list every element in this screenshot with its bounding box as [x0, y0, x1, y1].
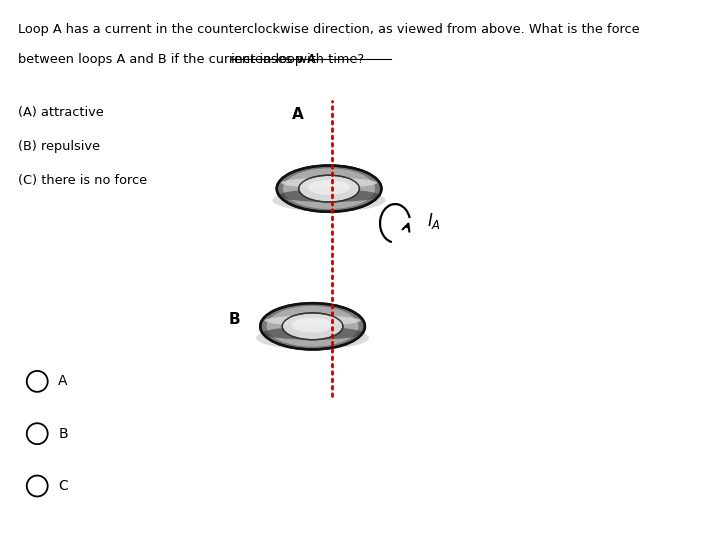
Ellipse shape — [263, 327, 363, 340]
Ellipse shape — [256, 326, 369, 349]
Ellipse shape — [277, 165, 381, 212]
Ellipse shape — [267, 306, 359, 347]
Ellipse shape — [279, 189, 379, 202]
Ellipse shape — [308, 180, 350, 195]
Text: (C) there is no force: (C) there is no force — [18, 174, 147, 187]
Ellipse shape — [261, 303, 365, 349]
Text: Loop A has a current in the counterclockwise direction, as viewed from above. Wh: Loop A has a current in the counterclock… — [18, 23, 640, 36]
Ellipse shape — [282, 313, 343, 340]
Ellipse shape — [265, 315, 361, 325]
Text: B: B — [58, 427, 68, 440]
Ellipse shape — [273, 188, 385, 212]
Text: (B) repulsive: (B) repulsive — [18, 140, 100, 153]
Text: C: C — [58, 479, 68, 493]
Ellipse shape — [283, 168, 375, 209]
Text: A: A — [58, 375, 68, 389]
Text: $I_A$: $I_A$ — [427, 211, 441, 230]
Text: (A) attractive: (A) attractive — [18, 106, 104, 119]
Ellipse shape — [281, 178, 377, 188]
Text: B: B — [228, 312, 240, 327]
Ellipse shape — [292, 318, 334, 333]
Text: between loops A and B if the current in loop A: between loops A and B if the current in … — [18, 53, 320, 65]
Text: A: A — [292, 107, 304, 122]
Text: increases with time?: increases with time? — [231, 53, 364, 65]
Ellipse shape — [299, 175, 359, 202]
